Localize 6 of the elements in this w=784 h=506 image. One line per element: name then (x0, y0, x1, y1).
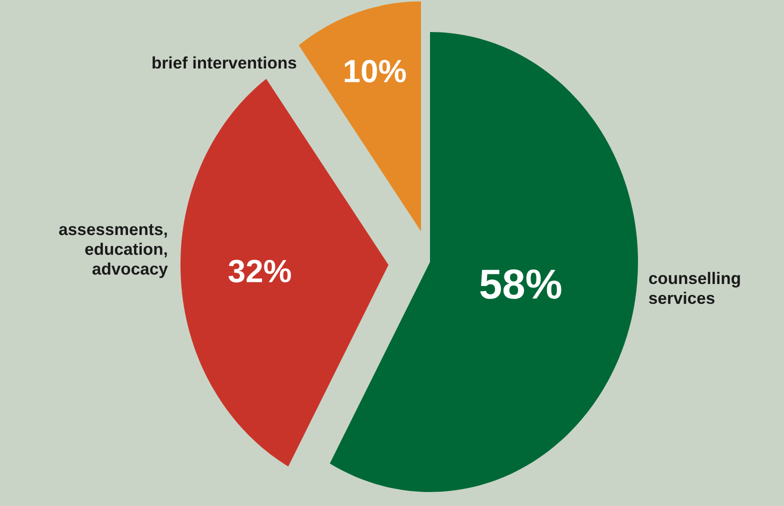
data-label: 32% (228, 260, 291, 282)
data-label: 58% (480, 269, 562, 299)
data-label: 10% (344, 60, 406, 82)
slice-label: brief interventions (152, 56, 296, 69)
slice-label: counselling services (648, 272, 740, 304)
slice-label: assessments, education, advocacy (59, 224, 168, 278)
